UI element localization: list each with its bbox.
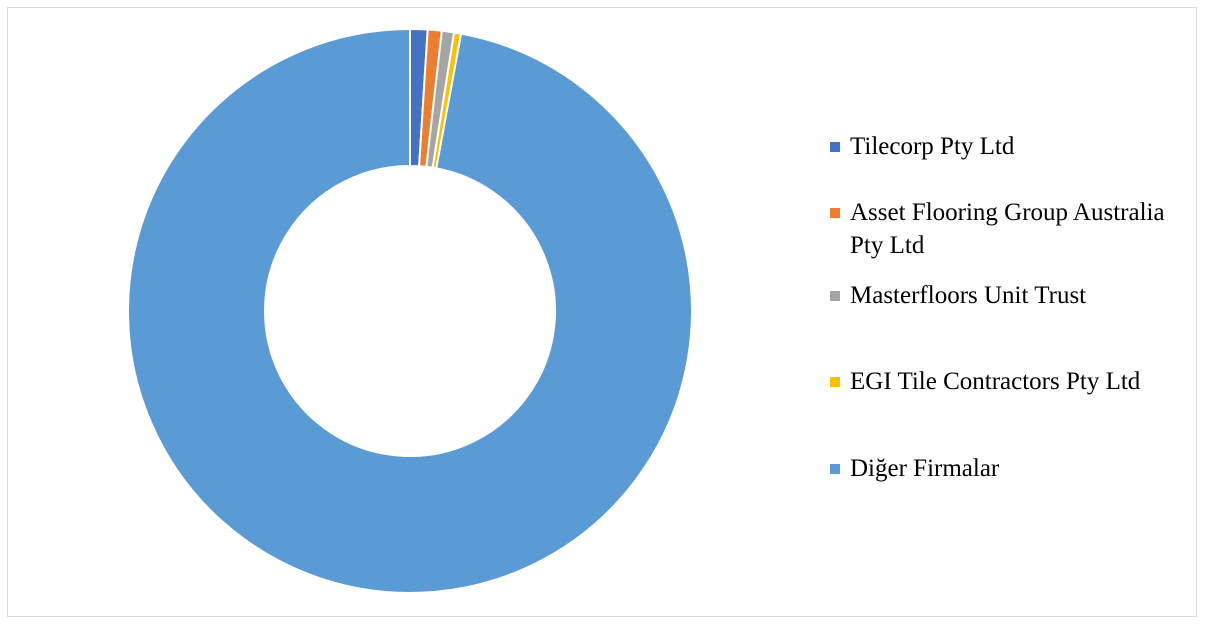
- legend-item-tilecorp: Tilecorp Pty Ltd: [830, 130, 1170, 163]
- legend-label-tilecorp: Tilecorp Pty Ltd: [850, 133, 1015, 160]
- legend-item-egi-tile: EGI Tile Contractors Pty Ltd: [830, 365, 1170, 398]
- legend-swatch-diger-firmalar: [830, 464, 840, 474]
- legend-swatch-tilecorp: [830, 142, 840, 152]
- legend-label-egi-tile: EGI Tile Contractors Pty Ltd: [850, 368, 1141, 395]
- legend-item-asset-flooring: Asset Flooring Group Australia Pty Ltd: [830, 196, 1170, 262]
- doughnut-slice-4: [127, 27, 693, 594]
- legend-swatch-egi-tile: [830, 377, 840, 387]
- legend-item-diger-firmalar: Diğer Firmalar: [830, 452, 1170, 485]
- legend-swatch-masterfloors: [830, 291, 840, 301]
- legend-label-diger-firmalar: Diğer Firmalar: [850, 455, 1000, 482]
- legend-item-masterfloors: Masterfloors Unit Trust: [830, 279, 1170, 312]
- legend-swatch-asset-flooring: [830, 208, 840, 218]
- legend-label-masterfloors: Masterfloors Unit Trust: [850, 282, 1087, 309]
- legend-label-asset-flooring: Asset Flooring Group Australia Pty Ltd: [850, 199, 1165, 259]
